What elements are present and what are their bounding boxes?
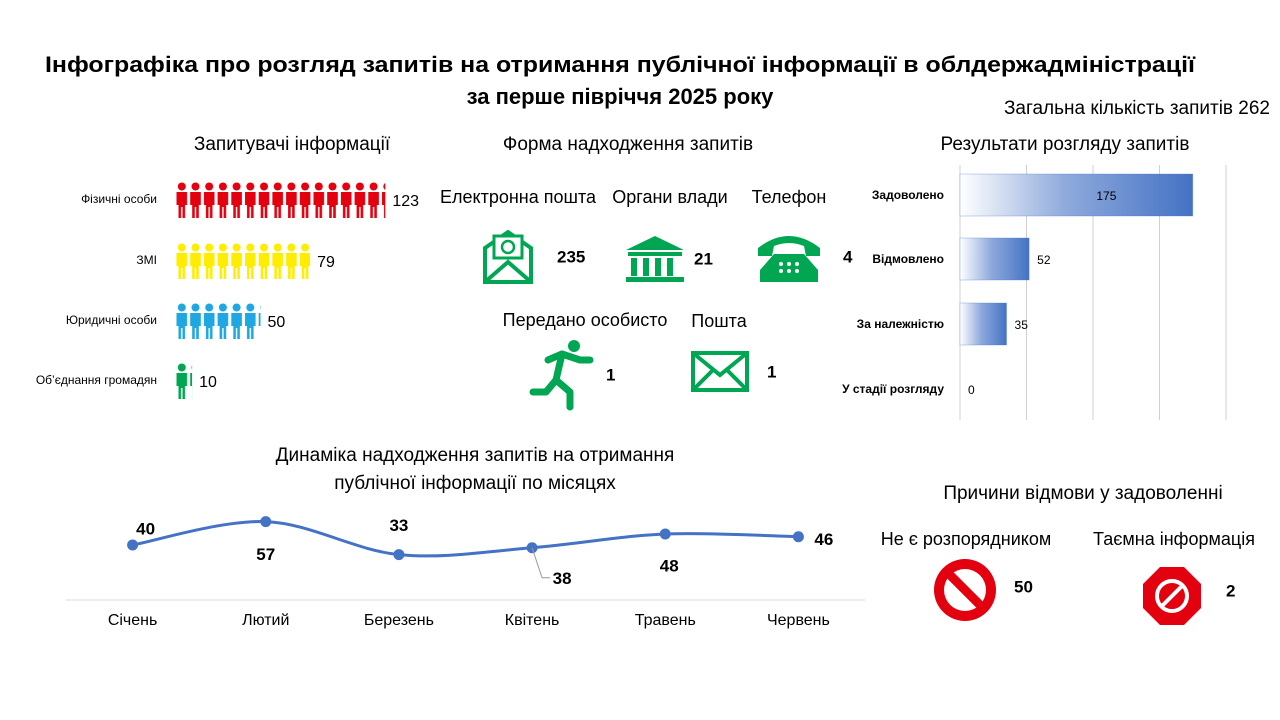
form-label: Електронна пошта [440, 187, 597, 207]
pictogram-bar [175, 243, 311, 279]
refusal-value: 2 [1226, 581, 1235, 600]
value-label: 52 [1037, 253, 1051, 267]
section-title: Результати розгляду запитів [941, 134, 1190, 155]
runner-icon [529, 340, 594, 411]
x-tick-label: Березень [364, 612, 434, 629]
category-label: Юридичні особи [66, 313, 157, 327]
section-title: Запитувачі інформації [194, 134, 391, 155]
value-label: 0 [968, 383, 975, 397]
category-label: Об’єднання громадян [36, 373, 157, 387]
category-label: У стадії розгляду [842, 382, 944, 396]
value-label: 123 [392, 193, 419, 210]
form-label: Органи влади [612, 187, 727, 207]
form-value: 235 [557, 247, 585, 266]
prohibition-icon [934, 559, 996, 621]
bar [959, 173, 1194, 217]
x-tick-label: Квітень [505, 612, 560, 629]
point [393, 549, 405, 561]
leader-line [531, 547, 551, 579]
form-value: 21 [694, 249, 713, 268]
value-label: 35 [1015, 318, 1029, 332]
value-label: 175 [1096, 189, 1116, 203]
envelope-icon [691, 351, 749, 392]
total-label: Загальна кількість запитів [1004, 98, 1233, 119]
point [659, 528, 671, 540]
phone-icon [758, 236, 820, 282]
value-label: 10 [199, 374, 217, 391]
value-label: 33 [389, 516, 408, 535]
pictogram-bar [175, 182, 386, 218]
category-label: Задоволено [872, 188, 944, 202]
email-icon [483, 229, 533, 284]
x-tick-label: Лютий [242, 612, 289, 629]
total: Загальна кількість запитів 262 [1004, 98, 1270, 119]
chart-title: Динаміка надходження запитів на отриманн… [276, 445, 675, 466]
bar [959, 302, 1008, 346]
category-label: Відмовлено [872, 252, 944, 266]
refusal-label: Не є розпорядником [881, 529, 1052, 549]
category-label: ЗМІ [136, 253, 157, 267]
x-tick-label: Червень [767, 612, 830, 629]
form-value: 4 [843, 247, 853, 266]
category-label: Фізичні особи [81, 192, 157, 206]
point [792, 531, 804, 543]
form-value: 1 [606, 365, 615, 384]
form-label: Передано особисто [503, 310, 668, 330]
x-tick-label: Січень [108, 612, 158, 629]
bank-icon [626, 236, 684, 282]
refusal-value: 50 [1014, 577, 1033, 596]
line [132, 520, 799, 558]
category-label: За належністю [857, 317, 944, 331]
value-label: 40 [136, 519, 155, 538]
total-value: 262 [1238, 98, 1270, 119]
section-title: Форма надходження запитів [503, 134, 753, 155]
value-label: 57 [256, 545, 275, 564]
form-label: Пошта [691, 311, 747, 331]
point [260, 516, 272, 528]
pictogram-bar [175, 363, 193, 399]
value-label: 46 [814, 530, 833, 549]
stop-icon [1143, 567, 1201, 625]
bar [959, 237, 1030, 281]
value-label: 38 [553, 569, 572, 588]
page-title: за перше півріччя 2025 року [467, 84, 775, 109]
value-label: 50 [268, 314, 286, 331]
section-title: Причини відмови у задоволенні [943, 483, 1222, 504]
chart-title: публічної інформації по місяцях [334, 473, 616, 494]
value-label: 48 [660, 556, 679, 575]
form-value: 1 [767, 362, 776, 381]
value-label: 79 [317, 254, 335, 271]
x-tick-label: Травень [635, 612, 696, 629]
pictogram-bar [175, 303, 261, 339]
page-title: Інфографіка про розгляд запитів на отрим… [45, 52, 1196, 77]
refusal-label: Таємна інформація [1093, 529, 1255, 549]
form-label: Телефон [752, 187, 827, 207]
point [127, 539, 139, 551]
